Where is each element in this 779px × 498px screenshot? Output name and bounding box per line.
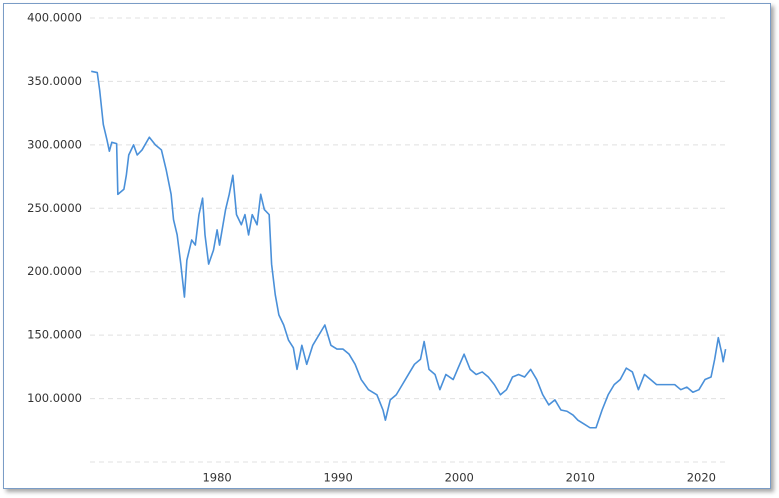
x-tick-label: 2000: [445, 471, 474, 485]
x-tick-label: 2010: [566, 471, 595, 485]
y-tick-label: 350.0000: [27, 74, 82, 88]
y-tick-label: 250.0000: [27, 201, 82, 215]
chart-frame: [3, 3, 771, 489]
data-line: [91, 70, 727, 429]
y-tick-label: 400.0000: [27, 11, 82, 25]
x-tick-label: 1980: [202, 471, 231, 485]
y-tick-label: 100.0000: [27, 391, 82, 405]
y-tick-label: 300.0000: [27, 137, 82, 151]
x-tick-label: 2020: [687, 471, 716, 485]
x-tick-label: 1990: [324, 471, 353, 485]
y-tick-label: 150.0000: [27, 328, 82, 342]
y-tick-label: 200.0000: [27, 264, 82, 278]
